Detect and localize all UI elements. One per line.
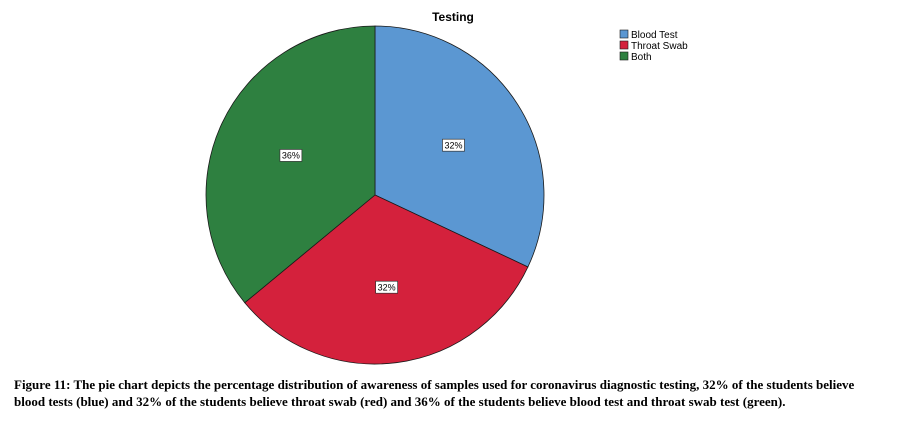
legend-item: Blood Test — [619, 29, 678, 41]
legend-label: Blood Test — [631, 30, 678, 41]
legend-swatch — [619, 40, 629, 50]
data-labels: 32% 32% 36% — [279, 138, 465, 294]
legend-label: Both — [631, 52, 652, 63]
data-label-text: 32% — [444, 140, 462, 150]
data-label-box — [442, 138, 465, 152]
data-label-text: 32% — [378, 282, 396, 292]
data-label: 36% — [279, 149, 303, 162]
figure-caption: Figure 11: The pie chart depicts the per… — [14, 377, 855, 409]
data-label-box — [279, 149, 303, 162]
data-label-box — [375, 280, 398, 294]
legend-label: Throat Swab — [631, 41, 688, 52]
chart-title: Testing — [432, 10, 474, 24]
data-label: 32% — [375, 280, 398, 294]
pie — [205, 25, 545, 365]
data-label: 32% — [442, 138, 465, 152]
legend-swatch — [619, 51, 629, 61]
legend-item: Both — [619, 51, 652, 63]
data-label-text: 36% — [282, 151, 300, 161]
legend-swatch — [619, 29, 629, 39]
legend-item: Throat Swab — [619, 40, 688, 52]
pie-slice-throat-swab — [244, 194, 529, 365]
pie-slice-both — [205, 25, 376, 304]
